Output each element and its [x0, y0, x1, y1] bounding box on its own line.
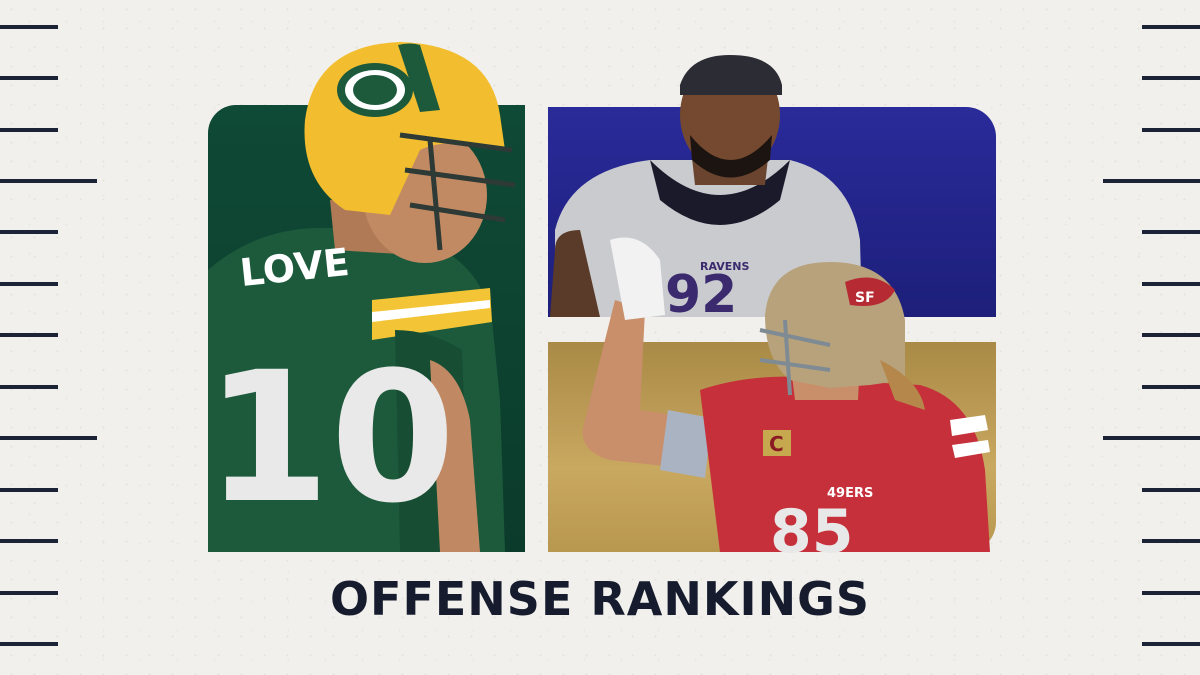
yard-tick [1142, 25, 1200, 29]
yard-tick [1142, 591, 1200, 595]
yard-tick [1142, 488, 1200, 492]
yard-tick [0, 282, 58, 286]
yard-tick [0, 333, 58, 337]
yard-tick [0, 128, 58, 132]
yard-tick [1142, 385, 1200, 389]
yard-tick [0, 230, 58, 234]
captain-patch: C [769, 432, 784, 456]
yard-tick [0, 539, 58, 543]
jersey-number: 10 [205, 334, 456, 543]
yard-tick [1103, 179, 1200, 183]
yard-tick [0, 76, 58, 80]
svg-text:85: 85 [770, 497, 854, 567]
yard-tick [1103, 436, 1200, 440]
yard-tick [0, 385, 58, 389]
yard-tick [1142, 642, 1200, 646]
yard-lines-right [1100, 0, 1200, 675]
yard-tick [1142, 76, 1200, 80]
page-title: OFFENSE RANKINGS [329, 572, 871, 626]
yard-tick [1142, 230, 1200, 234]
yard-tick [1142, 539, 1200, 543]
yard-tick [0, 642, 58, 646]
yard-tick [0, 436, 97, 440]
yard-tick [0, 591, 58, 595]
yard-tick [1142, 128, 1200, 132]
yard-tick [0, 25, 58, 29]
niners-jersey-text: 49ERS [827, 486, 873, 501]
svg-text:92: 92 [665, 265, 737, 325]
yard-lines-left [0, 0, 100, 675]
ravens-jersey-text: RAVENS [700, 260, 749, 273]
yard-tick [1142, 333, 1200, 337]
yard-tick [1142, 282, 1200, 286]
yard-tick [0, 179, 97, 183]
svg-text:SF: SF [855, 290, 875, 306]
yard-tick [0, 488, 58, 492]
